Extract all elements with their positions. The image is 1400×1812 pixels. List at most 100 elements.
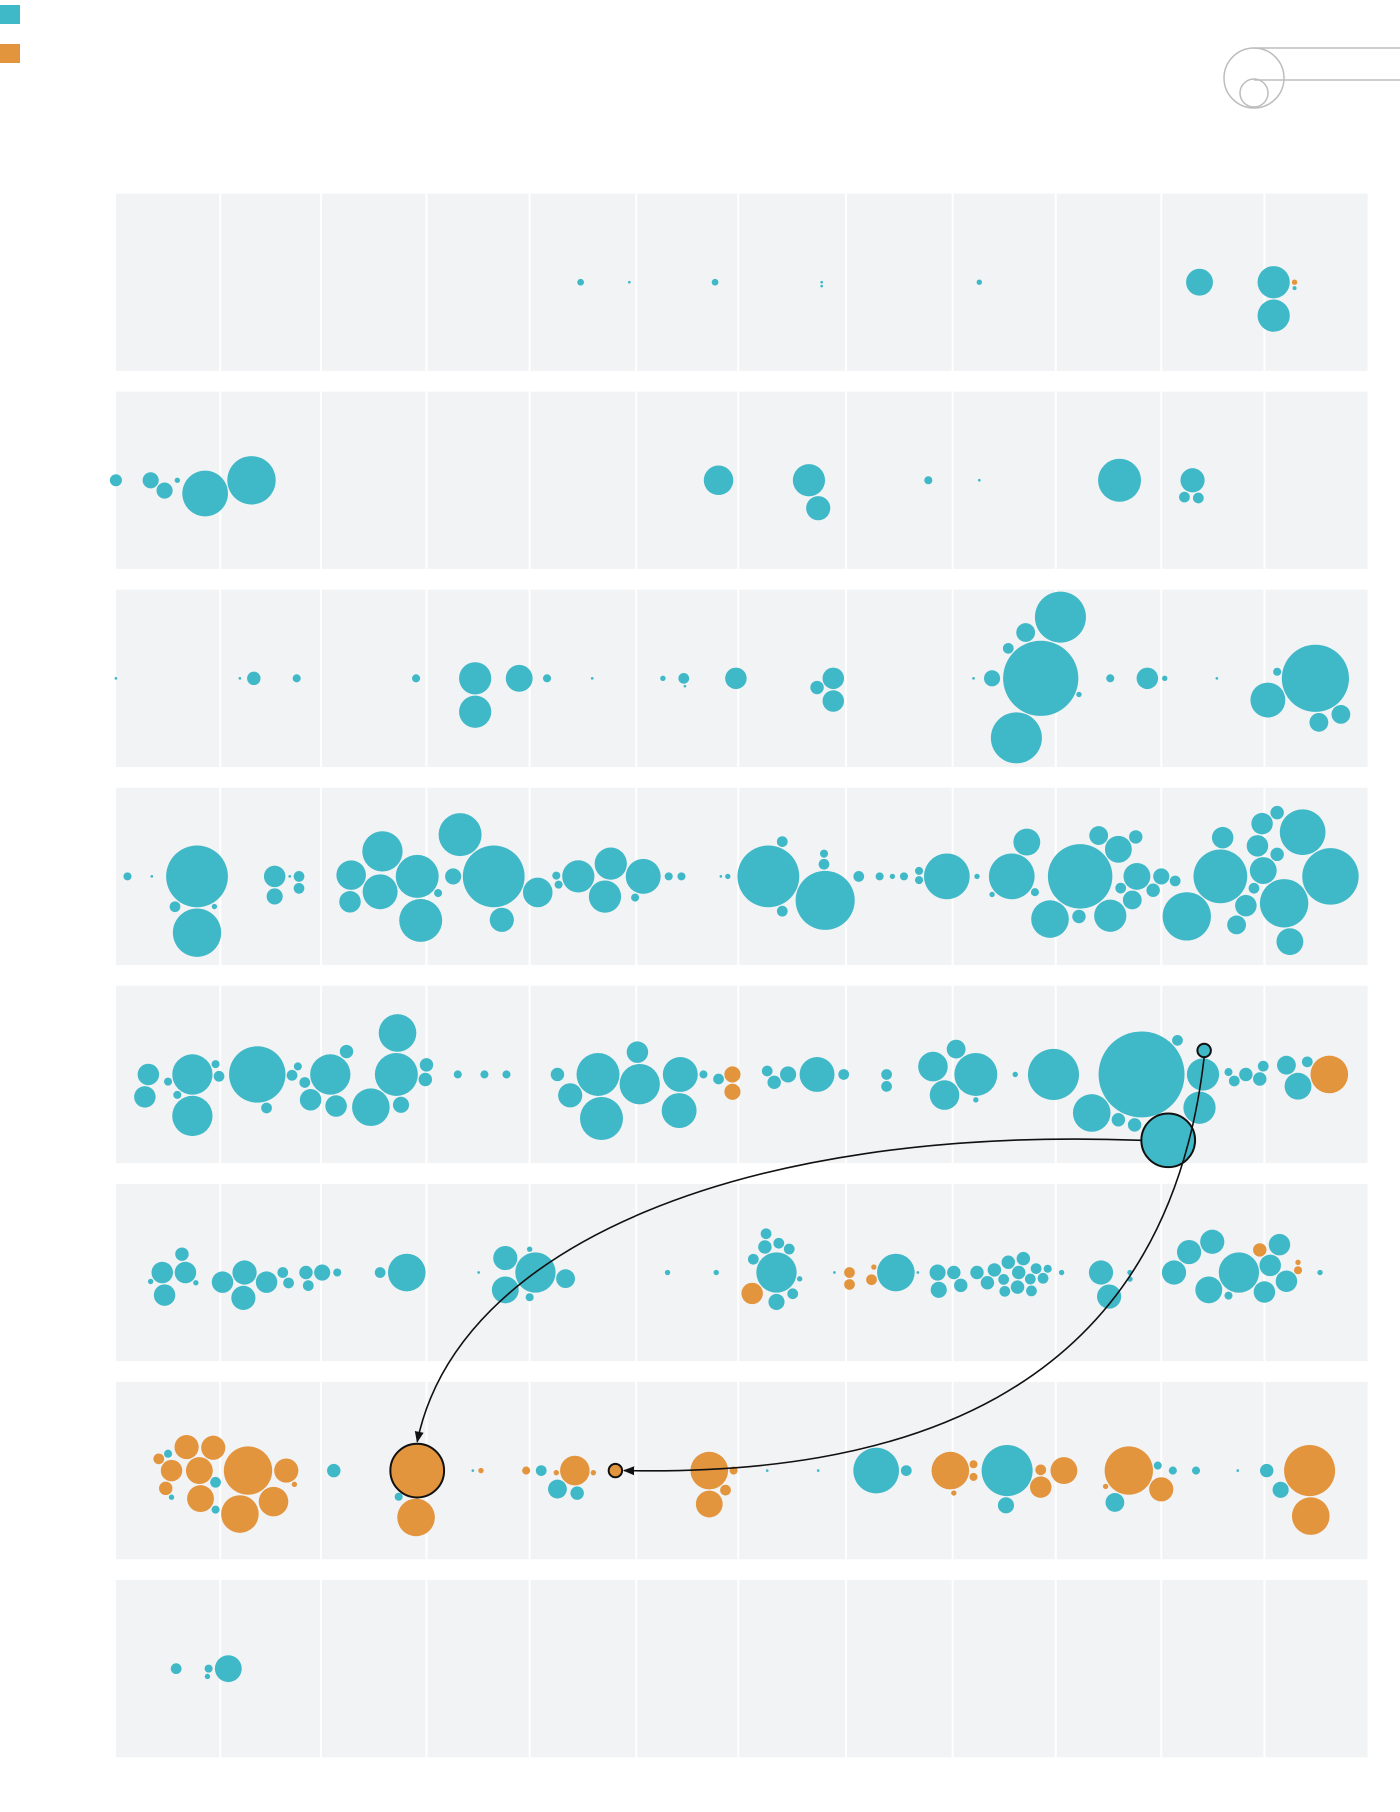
bubble <box>211 1271 234 1293</box>
bubble <box>776 905 788 917</box>
bubble <box>231 1285 256 1310</box>
bubble <box>1050 1457 1078 1485</box>
bubble <box>881 1081 892 1092</box>
bubble <box>1224 1068 1233 1077</box>
bubble <box>773 1237 785 1249</box>
bubble <box>412 674 421 683</box>
bubble <box>134 1086 156 1108</box>
bubble <box>187 1485 214 1513</box>
bubble <box>627 280 631 284</box>
bubble <box>725 873 731 880</box>
bubble <box>1196 1042 1212 1059</box>
bubble <box>352 1088 390 1126</box>
bubble <box>210 1476 221 1488</box>
arrows <box>414 1057 1205 1476</box>
bubble <box>172 908 222 957</box>
bubble <box>660 675 666 682</box>
bubble <box>1193 849 1248 904</box>
bubble <box>690 1451 729 1490</box>
bubble <box>174 1261 197 1284</box>
bubble <box>1035 1464 1047 1476</box>
bubble <box>1257 1060 1269 1072</box>
bubble <box>969 1472 978 1481</box>
bubble <box>293 871 305 882</box>
bubble <box>787 1288 799 1300</box>
bubble <box>1270 847 1284 862</box>
bubble <box>1295 1259 1301 1266</box>
bubble <box>741 1282 763 1305</box>
bubble <box>293 882 305 894</box>
bubble <box>954 1278 968 1293</box>
bubble <box>853 1447 899 1494</box>
bubble <box>1211 826 1234 849</box>
bubble <box>478 1467 484 1474</box>
bubble <box>1010 1280 1025 1294</box>
bubble <box>1276 928 1304 956</box>
bubble <box>1277 1055 1296 1075</box>
bubble <box>310 1054 351 1095</box>
bubble <box>172 1095 213 1137</box>
bubble <box>844 1267 855 1278</box>
bubble <box>277 1267 289 1278</box>
bubble <box>1122 890 1142 910</box>
bubble <box>489 907 514 932</box>
bubble <box>548 1479 567 1499</box>
row-band <box>115 1579 1368 1758</box>
bubble <box>164 1077 173 1086</box>
bubble <box>175 1247 189 1261</box>
bubble <box>795 870 855 930</box>
bubble <box>1284 1445 1336 1497</box>
bubble <box>1136 667 1159 690</box>
bubble <box>1250 682 1286 718</box>
bubble <box>142 472 159 489</box>
bubble <box>1076 691 1082 698</box>
bubble <box>453 1070 462 1079</box>
bubble <box>505 664 533 692</box>
bubble <box>159 1481 173 1496</box>
bubble <box>1279 809 1326 856</box>
bubble <box>193 1280 199 1286</box>
bubble <box>590 1469 597 1476</box>
bubble <box>211 903 218 910</box>
bubble <box>1291 1497 1330 1535</box>
bubble <box>900 1465 912 1476</box>
bubble <box>1253 1072 1267 1086</box>
bubble <box>871 1264 877 1270</box>
bubble <box>227 456 276 505</box>
bubble <box>286 1069 298 1081</box>
bubble <box>974 873 980 880</box>
bubble <box>724 1066 741 1083</box>
bubble <box>822 667 845 690</box>
bubble <box>1227 915 1246 935</box>
bubble <box>1293 1266 1303 1275</box>
bubble <box>816 1469 820 1472</box>
bubble <box>299 1265 313 1280</box>
bubble <box>169 901 181 913</box>
bubble <box>1115 882 1127 894</box>
bubble <box>713 1073 724 1085</box>
bubble <box>336 860 366 890</box>
annotation-arrow <box>414 1138 1142 1443</box>
bubble <box>293 1062 302 1071</box>
bubble <box>493 1245 518 1271</box>
bubble <box>1331 705 1351 724</box>
bubble <box>1168 1466 1177 1475</box>
bubble <box>699 1070 708 1079</box>
bubble <box>525 1293 534 1302</box>
bubble <box>972 676 975 680</box>
bubble <box>211 1060 220 1069</box>
bubble <box>182 470 228 517</box>
bubble <box>418 1072 433 1087</box>
bubble <box>662 1056 698 1092</box>
bubble <box>223 1446 273 1495</box>
bubble <box>1183 1091 1216 1124</box>
bubble <box>1027 1048 1079 1100</box>
bubble <box>168 1494 175 1500</box>
bubble <box>459 662 492 695</box>
row-band <box>115 193 1368 371</box>
bubble <box>462 845 525 908</box>
bubble <box>247 671 261 686</box>
bubble <box>833 1271 836 1274</box>
bubble <box>221 1495 259 1533</box>
bubble <box>238 676 242 680</box>
